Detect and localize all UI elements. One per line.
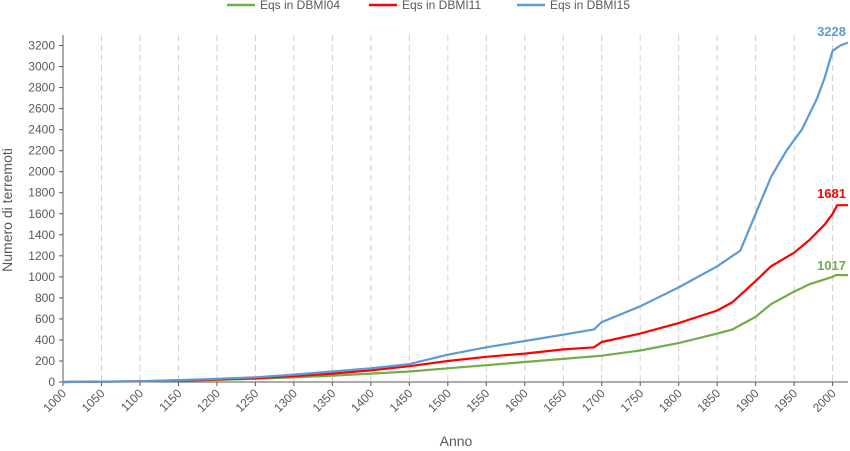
legend: Eqs in DBMI04 Eqs in DBMI11 Eqs in DBMI15 [227, 0, 630, 12]
x-tick-label-1800: 1800 [656, 386, 685, 415]
end-label-series-2: 1681 [817, 186, 846, 201]
y-tick-label-2000: 2000 [28, 165, 55, 179]
y-tick-label-1400: 1400 [28, 228, 55, 242]
x-tick-label-1550: 1550 [464, 386, 493, 415]
x-tick-label-1400: 1400 [348, 386, 377, 415]
y-tick-label-2600: 2600 [28, 102, 55, 116]
x-tick-label-1200: 1200 [194, 386, 223, 415]
end-label-series-1: 1017 [817, 258, 846, 273]
x-tick-label-1250: 1250 [233, 386, 262, 415]
x-tick-label-2000: 2000 [810, 386, 839, 415]
x-tick-label-1950: 1950 [771, 386, 800, 415]
y-tick-label-1200: 1200 [28, 249, 55, 263]
end-labels: 1017 1681 3228 [817, 24, 846, 273]
x-tick-label-1150: 1150 [156, 386, 184, 414]
y-tick-label-1600: 1600 [28, 207, 55, 221]
y-tick-label-3200: 3200 [28, 39, 55, 53]
series-lines [62, 41, 849, 384]
y-tick-label-1000: 1000 [28, 270, 55, 284]
end-label-series-3: 3228 [817, 24, 846, 39]
legend-label-2: Eqs in DBMI11 [402, 0, 481, 12]
y-tick-labels: 0 200 400 600 800 1000 1200 1400 1600 1800 2000 220… [28, 39, 63, 389]
grid-lines [100, 35, 834, 382]
x-tick-label-1850: 1850 [695, 386, 724, 415]
y-axis-label: Numero di terremoti [0, 148, 15, 272]
y-tick-label-400: 400 [35, 333, 55, 347]
y-tick-label-600: 600 [35, 312, 55, 326]
y-tick-label-1800: 1800 [28, 186, 55, 200]
series-line-2 [62, 204, 848, 384]
x-tick-label-1350: 1350 [310, 386, 339, 415]
y-tick-label-2400: 2400 [28, 123, 55, 137]
x-tick-label-1750: 1750 [618, 386, 647, 415]
series-line-1 [62, 274, 848, 384]
x-tick-label-1500: 1500 [425, 386, 454, 415]
series-line-3 [62, 41, 849, 384]
y-tick-label-0: 0 [48, 375, 55, 389]
y-tick-label-800: 800 [35, 291, 55, 305]
legend-label-3: Eqs in DBMI15 [550, 0, 630, 12]
x-tick-label-1700: 1700 [579, 386, 608, 415]
y-tick-label-3000: 3000 [28, 60, 55, 74]
x-tick-label-1450: 1450 [387, 386, 416, 415]
y-tick-label-2200: 2200 [28, 144, 55, 158]
x-tick-labels: 1000 1050 1100 1150 1200 1250 1300 1350 1400 1450… [40, 382, 839, 415]
legend-label-1: Eqs in DBMI04 [260, 0, 340, 12]
x-tick-label-1650: 1650 [541, 386, 570, 415]
x-tick-label-1300: 1300 [271, 386, 300, 415]
x-tick-label-1000: 1000 [40, 386, 69, 415]
x-axis-label: Anno [440, 433, 473, 449]
x-tick-label-1050: 1050 [79, 386, 108, 415]
x-tick-label-1900: 1900 [733, 386, 762, 415]
x-tick-label-1600: 1600 [502, 386, 531, 415]
y-tick-label-2800: 2800 [28, 81, 55, 95]
y-tick-label-200: 200 [35, 354, 55, 368]
x-tick-label-1100: 1100 [118, 386, 146, 414]
